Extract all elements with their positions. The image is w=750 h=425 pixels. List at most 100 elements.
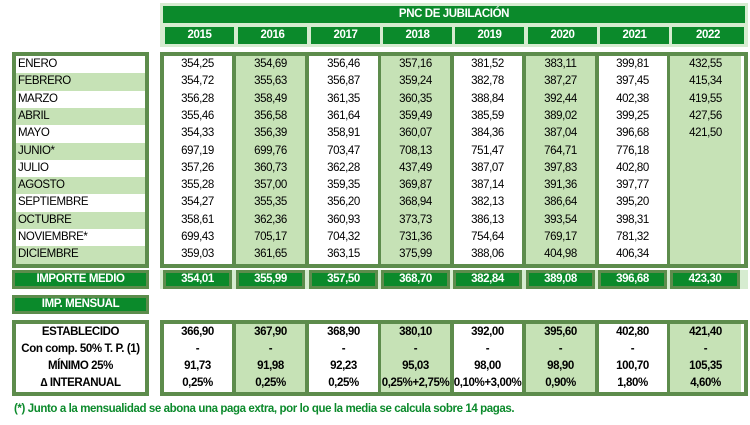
column-divider <box>667 56 671 264</box>
month-label: NOVIEMBRE* <box>18 231 88 243</box>
value-cell: 397,77 <box>616 179 649 192</box>
month-label: ABRIL <box>16 107 145 126</box>
value-cell: 704,32 <box>327 231 360 243</box>
value-cell: 361,65 <box>254 248 287 261</box>
value-cell: 781,32 <box>616 231 649 243</box>
bottom-value-cell: 0,25%+2,75% <box>381 377 450 389</box>
value-cell: 356,58 <box>254 109 287 122</box>
bottom-value-cell: 0,25% <box>255 377 286 389</box>
value-cell: 354,69 <box>254 58 287 70</box>
value-cell: 392,44 <box>544 92 577 105</box>
importe-medio-value: 354,01 <box>163 270 232 289</box>
value-cell <box>670 212 741 229</box>
value-cell: 385,59 <box>471 109 504 122</box>
value-cell: 399,81 <box>616 58 649 70</box>
year-header-2020: 2020 <box>528 27 597 44</box>
value-cell: 358,49 <box>254 92 287 105</box>
monthly-values: 354,25 354,72 356,28 355,46 354,33 697,19 357,… <box>160 52 748 268</box>
imp-mensual-label: IMP. MENSUAL <box>12 295 149 314</box>
column-divider <box>378 324 382 392</box>
year-header-2015: 2015 <box>165 27 234 44</box>
value-cell: 381,52 <box>471 58 504 70</box>
importe-medio-value: 423,30 <box>670 270 740 289</box>
value-cell: 359,35 <box>327 179 360 192</box>
bottom-value-cell: 0,10%+3,00% <box>453 377 522 389</box>
bottom-value-cell: 395,60 <box>544 326 577 338</box>
value-cell: 362,36 <box>254 213 287 226</box>
footnote: (*) Junto a la mensualidad se abona una … <box>14 403 515 415</box>
column-divider <box>667 324 671 392</box>
value-cell: 362,28 <box>327 161 360 174</box>
value-cell: 360,93 <box>327 213 360 226</box>
value-cell: 402,80 <box>616 161 649 174</box>
bottom-column-2019: 392,00 - 98,00 0,10%+3,00% <box>453 324 522 392</box>
value-cell: 432,55 <box>689 58 722 70</box>
value-cell: 387,04 <box>544 127 577 140</box>
value-cell: 391,36 <box>544 179 577 192</box>
year-header-2021: 2021 <box>600 27 669 44</box>
bottom-labels: ESTABLECIDO Con comp. 50% T. P. (1) MÍNIMO… <box>12 320 149 396</box>
value-cell <box>670 143 741 160</box>
value-cell: 383,11 <box>544 58 577 70</box>
bottom-column-2017: 368,90 - 92,23 0,25% <box>309 324 378 392</box>
value-cell: 388,06 <box>471 248 504 261</box>
value-cell: 398,31 <box>616 213 649 226</box>
table-title: PNC DE JUBILACIÓN <box>163 6 745 23</box>
importe-medio-value: 382,84 <box>453 270 522 289</box>
value-cell: 764,71 <box>544 144 577 157</box>
value-cell: 421,50 <box>689 127 722 140</box>
importe-medio-value: 357,50 <box>309 270 378 289</box>
month-label: AGOSTO <box>16 177 145 195</box>
column-divider <box>595 56 599 264</box>
value-cell: 387,14 <box>471 179 504 192</box>
year-header-2019: 2019 <box>455 27 524 44</box>
value-cell: 356,46 <box>327 58 360 70</box>
bottom-row-label: ESTABLECIDO <box>41 326 120 338</box>
value-cell: 369,87 <box>399 179 432 192</box>
value-cell <box>670 177 741 194</box>
bottom-value-cell: - <box>558 343 563 355</box>
value-cell: 359,49 <box>399 109 432 122</box>
value-cell: 703,47 <box>327 144 360 157</box>
bottom-value-cell: 392,00 <box>471 326 504 338</box>
bottom-column-2021: 402,80 - 100,70 1,80% <box>598 324 667 392</box>
value-cell: 357,26 <box>181 161 214 174</box>
value-cell: 419,55 <box>689 92 722 105</box>
value-cell: 395,20 <box>616 196 649 209</box>
month-label: FEBRERO <box>16 73 145 91</box>
bottom-value-cell: 95,03 <box>402 360 429 372</box>
value-cell: 382,78 <box>471 75 504 88</box>
value-cell: 708,13 <box>399 144 432 157</box>
year-column-2020: 383,11 387,27 392,44 389,02 387,04 764,71 397,… <box>526 56 595 264</box>
year-header-2022: 2022 <box>672 27 744 44</box>
value-cell: 354,25 <box>181 58 214 70</box>
bottom-value-cell: 1,80% <box>617 377 648 389</box>
bottom-value-cell: 380,10 <box>399 326 432 338</box>
month-label: OCTUBRE <box>16 211 145 229</box>
value-cell: 388,84 <box>471 92 504 105</box>
value-cell: 769,17 <box>544 231 577 243</box>
year-column-2021: 399,81 397,45 402,38 399,25 396,68 776,18 402,… <box>598 56 667 264</box>
bottom-value-cell: 105,35 <box>689 360 722 372</box>
bottom-value-cell: 402,80 <box>616 326 649 338</box>
month-label: ENERO <box>18 58 57 70</box>
value-cell <box>670 194 741 211</box>
bottom-value-cell: - <box>630 343 635 355</box>
bottom-value-cell: 366,90 <box>181 326 214 338</box>
value-cell: 363,15 <box>327 248 360 261</box>
value-cell: 386,64 <box>544 196 577 209</box>
value-cell: 375,99 <box>399 248 432 261</box>
bottom-value-cell: 421,40 <box>689 326 722 338</box>
year-column-2016: 354,69 355,63 358,49 356,58 356,39 699,76 360,… <box>236 56 305 264</box>
bottom-value-cell: 91,73 <box>184 360 211 372</box>
value-cell: 356,39 <box>254 127 287 140</box>
value-cell: 437,49 <box>399 161 432 174</box>
value-cell: 368,94 <box>399 196 432 209</box>
month-labels: ENERO FEBRERO MARZO ABRIL MAYO JUNIO* JULIO AGO… <box>12 52 149 268</box>
bottom-value-cell: 4,60% <box>690 377 721 389</box>
bottom-row-label: Con comp. 50% T. P. (1) <box>21 343 140 355</box>
value-cell: 355,35 <box>254 196 287 209</box>
value-cell: 754,64 <box>471 231 504 243</box>
value-cell: 356,28 <box>181 92 214 105</box>
value-cell: 360,07 <box>399 127 432 140</box>
